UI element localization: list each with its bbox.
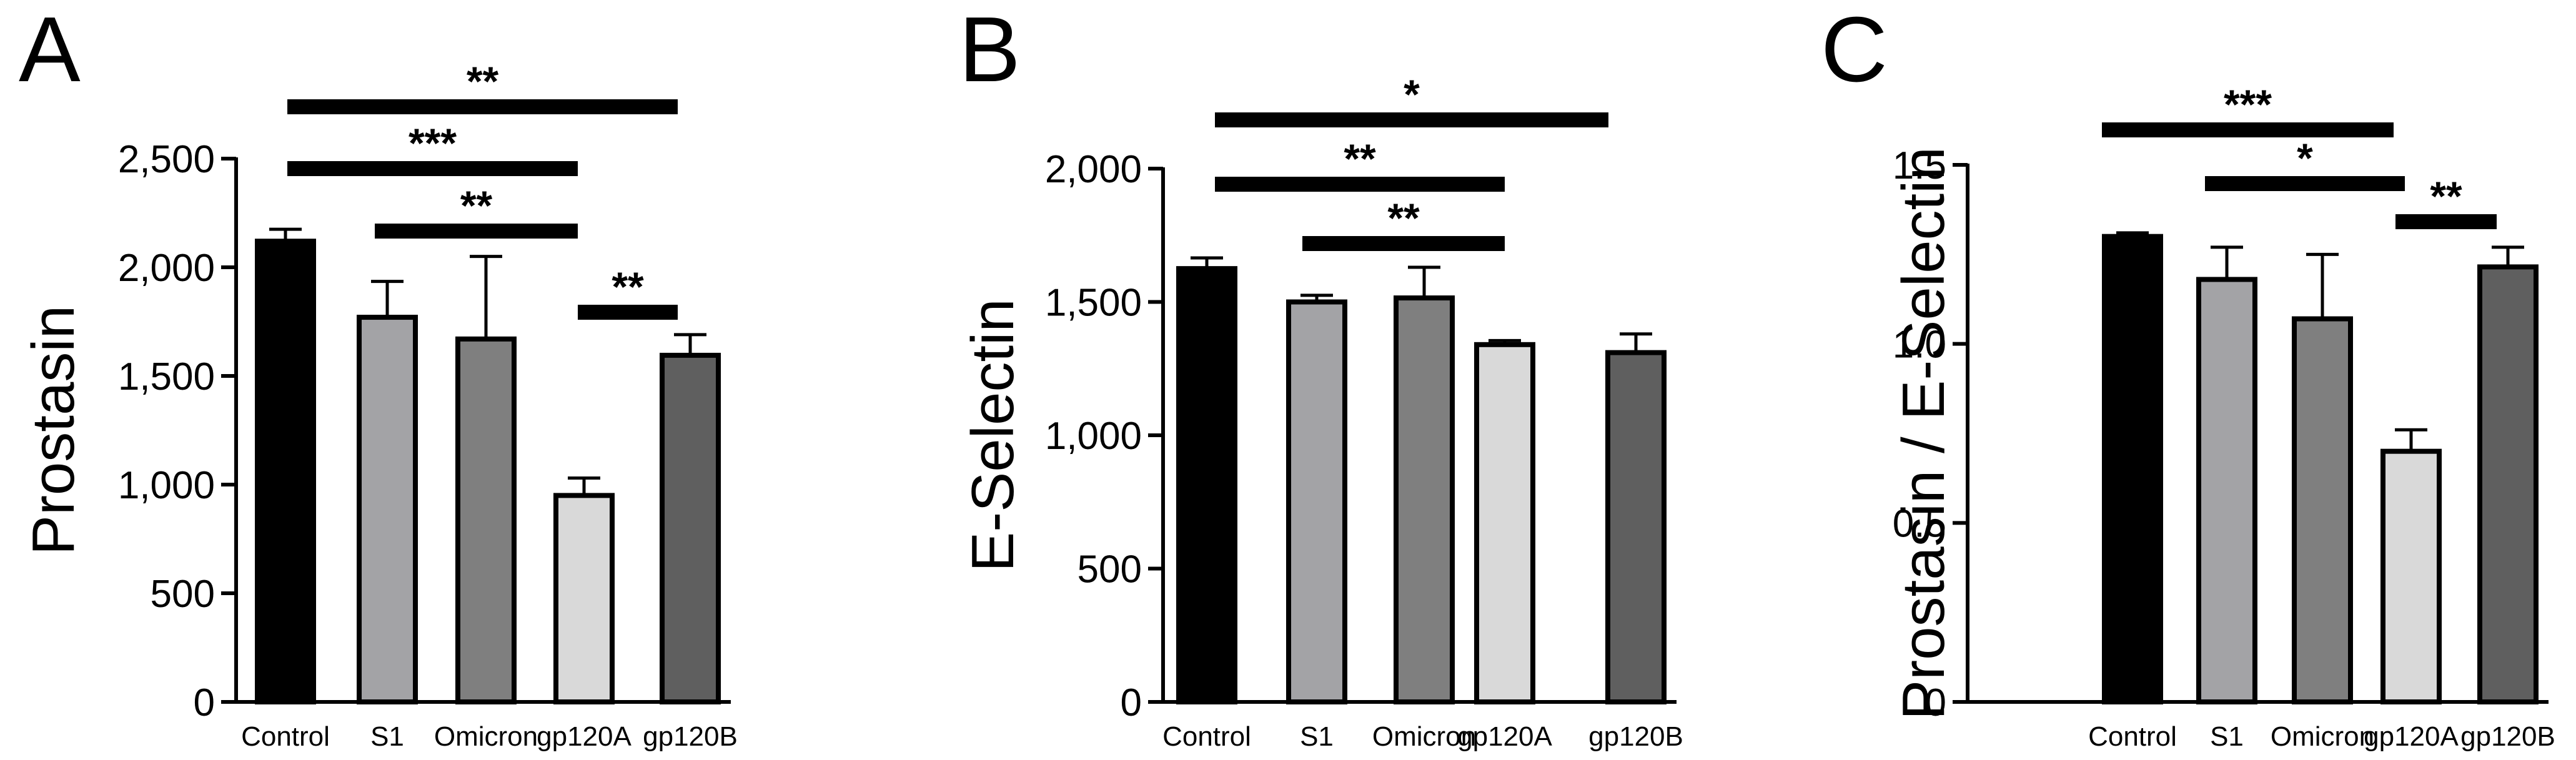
x-tick-label: gp120B — [1588, 721, 1683, 752]
bar-omicron — [1394, 295, 1455, 705]
bar-gp120b — [660, 352, 721, 704]
y-axis-label: E-Selectin — [959, 299, 1026, 572]
y-tick-label: 0.5 — [1893, 502, 1946, 545]
bar-gp120a — [553, 493, 615, 705]
bar-omicron — [2292, 316, 2353, 704]
x-tick-label: Control — [1162, 721, 1251, 752]
significance-label: ** — [612, 264, 644, 310]
significance-label: ** — [467, 58, 499, 104]
x-tick-label: S1 — [370, 721, 404, 752]
y-tick-label: 2,000 — [1045, 148, 1142, 191]
significance-bar — [2395, 214, 2497, 229]
bar-control — [2102, 234, 2163, 704]
x-tick-label: Control — [241, 721, 330, 752]
x-tick-label: gp120A — [2364, 721, 2459, 752]
significance-bar — [1302, 236, 1505, 251]
y-tick-label: 500 — [1077, 548, 1142, 591]
y-tick-label: 1,500 — [1045, 282, 1142, 325]
significance-label: ** — [2430, 173, 2462, 219]
bar-s1 — [2196, 277, 2257, 704]
x-tick-label: S1 — [1300, 721, 1334, 752]
significance-bar — [2102, 122, 2394, 137]
chart-panel-b: B E-Selectin 0 500 1,000 1,500 2,000 Control S1 O… — [959, 0, 1683, 752]
y-tick-label: 0 — [1121, 681, 1142, 724]
significance-bar — [287, 161, 578, 176]
significance-bar — [1215, 112, 1608, 127]
significance-label: *** — [409, 120, 457, 166]
y-tick-label: 0 — [194, 681, 215, 724]
panel-letter: C — [1821, 0, 1888, 101]
x-tick-label: Control — [2088, 721, 2177, 752]
y-tick-label: 1,500 — [118, 355, 215, 398]
significance-label: *** — [2224, 81, 2272, 127]
bar-s1 — [1286, 299, 1347, 704]
x-tick-label: Omicron — [2271, 721, 2374, 752]
x-tick-label: gp120A — [537, 721, 632, 752]
y-tick-label: 500 — [151, 573, 215, 616]
bar-gp120a — [1474, 342, 1535, 704]
y-tick-label: 1.5 — [1893, 144, 1946, 187]
bar-gp120b — [1605, 350, 1667, 704]
x-tick-label: gp120A — [1457, 721, 1552, 752]
x-tick-label: Omicron — [434, 721, 538, 752]
y-tick-label: 1,000 — [1045, 415, 1142, 458]
bar-s1 — [357, 315, 418, 705]
x-tick-label: Omicron — [1372, 721, 1476, 752]
y-tick-label: 0 — [1925, 681, 1946, 724]
panel-letter: B — [959, 0, 1021, 101]
y-tick-label: 2,500 — [118, 138, 215, 181]
significance-label: ** — [1387, 195, 1420, 241]
significance-bar — [1215, 177, 1505, 192]
significance-bar — [2205, 176, 2405, 191]
y-tick-label: 2,000 — [118, 247, 215, 290]
bar-control — [1176, 266, 1237, 704]
significance-bar — [578, 305, 678, 320]
x-tick-label: gp120B — [2460, 721, 2555, 752]
y-tick-label: 1.0 — [1893, 323, 1946, 367]
panel-letter: A — [19, 0, 81, 101]
bar-control — [255, 239, 316, 704]
x-tick-label: gp120B — [643, 721, 738, 752]
y-axis-label: Prostasin / E-Selectin — [1890, 147, 1957, 720]
significance-label: ** — [1344, 136, 1376, 182]
significance-bar — [287, 99, 678, 114]
bar-gp120b — [2477, 264, 2539, 704]
significance-label: * — [2297, 135, 2313, 181]
significance-label: * — [1404, 71, 1420, 117]
y-tick-label: 1,000 — [118, 464, 215, 507]
y-axis-label: Prostasin — [20, 305, 87, 555]
chart-panel-a: A Prostasin 0 500 1,000 1,500 2,000 2,500 Contro… — [19, 0, 738, 752]
bar-omicron — [455, 336, 517, 704]
bar-gp120a — [2380, 448, 2442, 705]
x-tick-label: S1 — [2210, 721, 2244, 752]
significance-label: ** — [460, 182, 493, 229]
significance-bar — [375, 224, 578, 239]
